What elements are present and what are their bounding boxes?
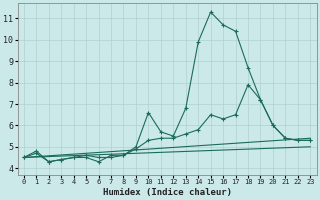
X-axis label: Humidex (Indice chaleur): Humidex (Indice chaleur) bbox=[103, 188, 232, 197]
